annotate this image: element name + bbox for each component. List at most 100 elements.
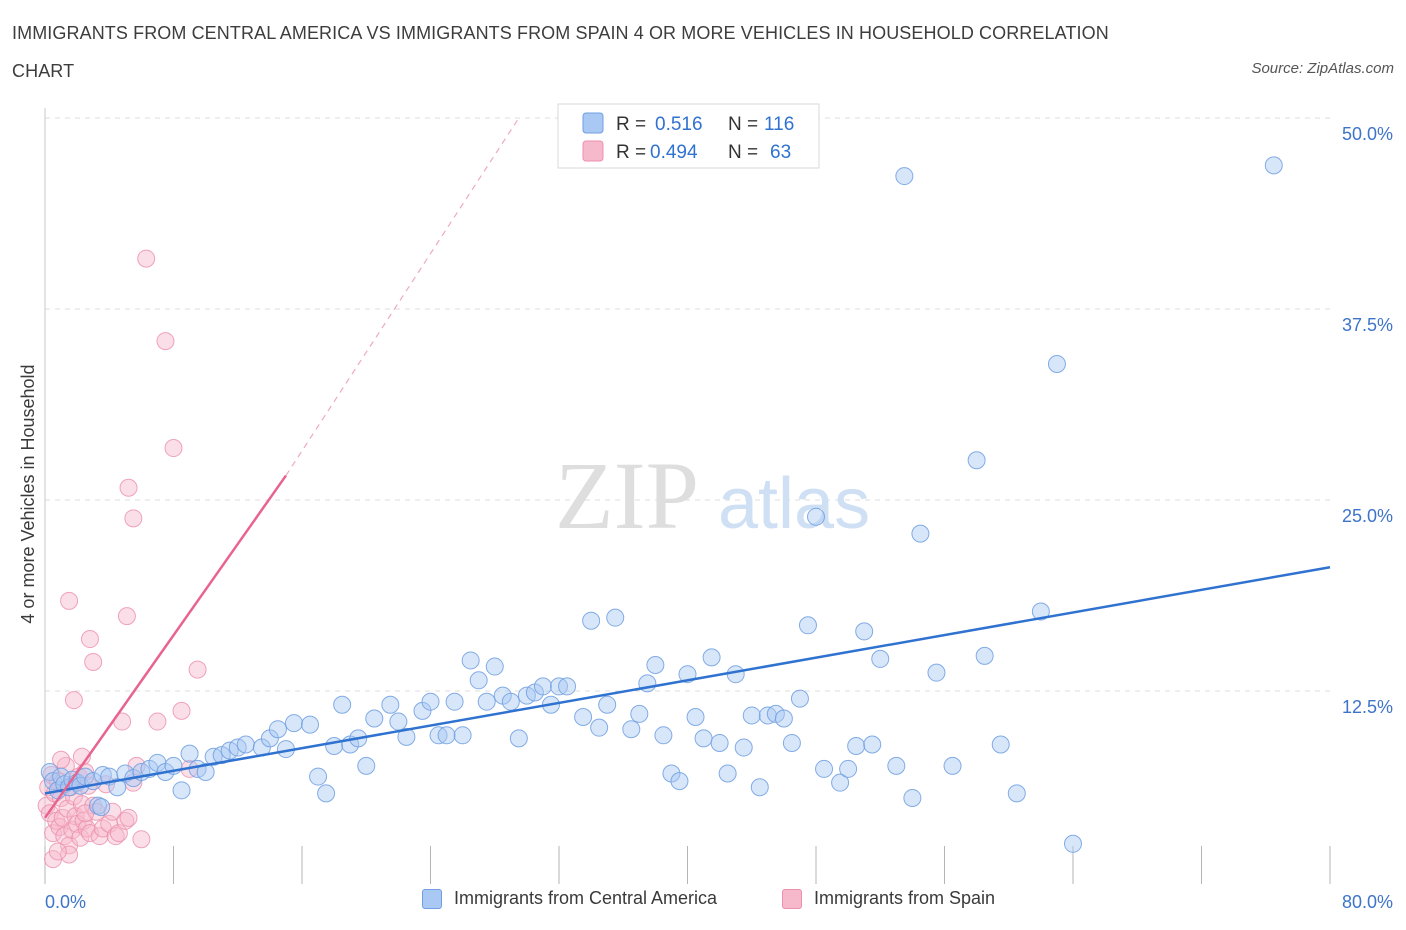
central-america-point-35 (284, 714, 303, 733)
legend-r-value-2: 0.494 (650, 142, 698, 163)
central-america-point-68 (582, 611, 601, 630)
spain-point-43 (137, 249, 156, 268)
legend-swatch-central-america (422, 888, 442, 909)
central-america-point-100 (863, 735, 882, 754)
central-america-point-81 (694, 729, 713, 748)
central-america-point-110 (991, 735, 1010, 754)
spain-point-55 (64, 691, 83, 710)
legend-item-spain: Immigrants from Spain (782, 888, 995, 909)
y-tick-label-3: 50.0% (1342, 124, 1393, 144)
legend-label-central-america: Immigrants from Central America (454, 888, 718, 908)
central-america-point-80 (686, 707, 705, 726)
central-america-point-78 (670, 772, 689, 791)
central-america-point-25 (196, 762, 215, 781)
central-america-point-37 (309, 767, 328, 786)
central-america-point-92 (782, 733, 801, 752)
central-america-point-103 (895, 167, 914, 186)
central-america-point-36 (301, 715, 320, 734)
central-america-point-14 (108, 778, 127, 797)
x-tick-label-0: 0.0% (45, 892, 86, 912)
central-america-point-44 (365, 709, 384, 728)
central-america-point-111 (1007, 784, 1026, 803)
central-america-point-49 (421, 692, 440, 711)
central-america-point-114 (1064, 834, 1082, 853)
central-america-point-45 (381, 695, 400, 714)
central-america-point-22 (172, 781, 191, 800)
series-central-america-points (40, 156, 1283, 853)
central-america-point-55 (469, 671, 488, 690)
central-america-point-82 (702, 648, 721, 667)
central-america-point-104 (903, 788, 922, 807)
grid (45, 117, 1330, 692)
central-america-point-40 (333, 695, 352, 714)
y-axis-label: 4 or more Vehicles in Household (18, 364, 38, 623)
x-tick-label-1: 80.0% (1342, 892, 1393, 912)
x-tick-labels: 0.0% 80.0% (45, 892, 1393, 912)
central-america-point-59 (501, 692, 520, 711)
legend-label-spain: Immigrants from Spain (814, 888, 996, 908)
central-america-point-86 (734, 738, 753, 757)
central-america-point-98 (847, 737, 866, 756)
central-america-point-107 (943, 756, 962, 775)
spain-point-46 (164, 439, 183, 458)
central-america-point-105 (911, 524, 930, 543)
legend-r-label-1: R = (616, 114, 646, 135)
central-america-point-52 (445, 692, 464, 711)
legend-r-label-2: R = (616, 142, 646, 163)
central-america-point-75 (646, 656, 665, 675)
central-america-point-83 (710, 733, 729, 752)
central-america-point-97 (839, 759, 858, 778)
central-america-point-108 (967, 451, 986, 470)
legend-bottom: Immigrants from Central America Immigran… (0, 888, 1406, 918)
central-america-point-115 (807, 507, 825, 526)
spain-point-35 (106, 827, 125, 846)
central-america-point-33 (268, 720, 287, 739)
spain-point-51 (117, 607, 136, 626)
y-tick-label-1: 25.0% (1342, 506, 1393, 526)
central-america-point-102 (887, 756, 906, 775)
legend-r-value-1: 0.516 (655, 114, 703, 135)
spain-point-50 (119, 478, 138, 497)
central-america-point-85 (726, 665, 745, 684)
legend-swatch-pink (582, 140, 604, 162)
central-america-point-72 (622, 720, 641, 739)
y-tick-label-0: 12.5% (1342, 697, 1393, 717)
central-america-point-43 (357, 756, 376, 775)
trendline-spain (43, 474, 287, 819)
central-america-point-47 (397, 727, 416, 746)
central-america-point-109 (975, 646, 994, 665)
central-america-point-95 (815, 759, 834, 778)
watermark-atlas: atlas (718, 464, 870, 544)
legend-swatch-blue (582, 112, 604, 134)
spain-point-49 (124, 509, 143, 528)
spain-point-42 (132, 830, 151, 849)
central-america-point-38 (317, 784, 336, 803)
spain-point-59 (60, 845, 79, 864)
spain-point-45 (156, 332, 175, 351)
legend-n-label-2: N = (728, 142, 758, 163)
legend-top: R = 0.516 N = 116 R = 0.494 N = 63 (557, 103, 820, 169)
y-tick-labels: 12.5% 25.0% 37.5% 50.0% (1342, 124, 1393, 717)
central-america-point-23 (180, 744, 199, 763)
legend-n-value-2: 63 (770, 142, 791, 163)
central-america-point-116 (1264, 156, 1283, 175)
central-america-point-57 (485, 657, 504, 676)
central-america-point-39 (325, 737, 344, 756)
spain-point-38 (116, 811, 135, 830)
central-america-point-30 (236, 735, 255, 754)
central-america-point-76 (654, 726, 673, 745)
central-america-point-60 (509, 729, 528, 748)
central-america-point-87 (742, 706, 761, 725)
central-america-point-101 (871, 649, 890, 668)
y-tick-label-2: 37.5% (1342, 315, 1393, 335)
central-america-point-53 (453, 726, 472, 745)
spain-point-54 (84, 652, 103, 671)
spain-point-48 (188, 660, 207, 679)
legend-n-value-1: 116 (764, 114, 794, 135)
central-america-point-94 (798, 616, 817, 635)
spain-point-62 (48, 842, 67, 861)
trendline-spain-extended (285, 117, 520, 476)
central-america-point-46 (389, 712, 408, 731)
central-america-point-91 (774, 709, 793, 728)
